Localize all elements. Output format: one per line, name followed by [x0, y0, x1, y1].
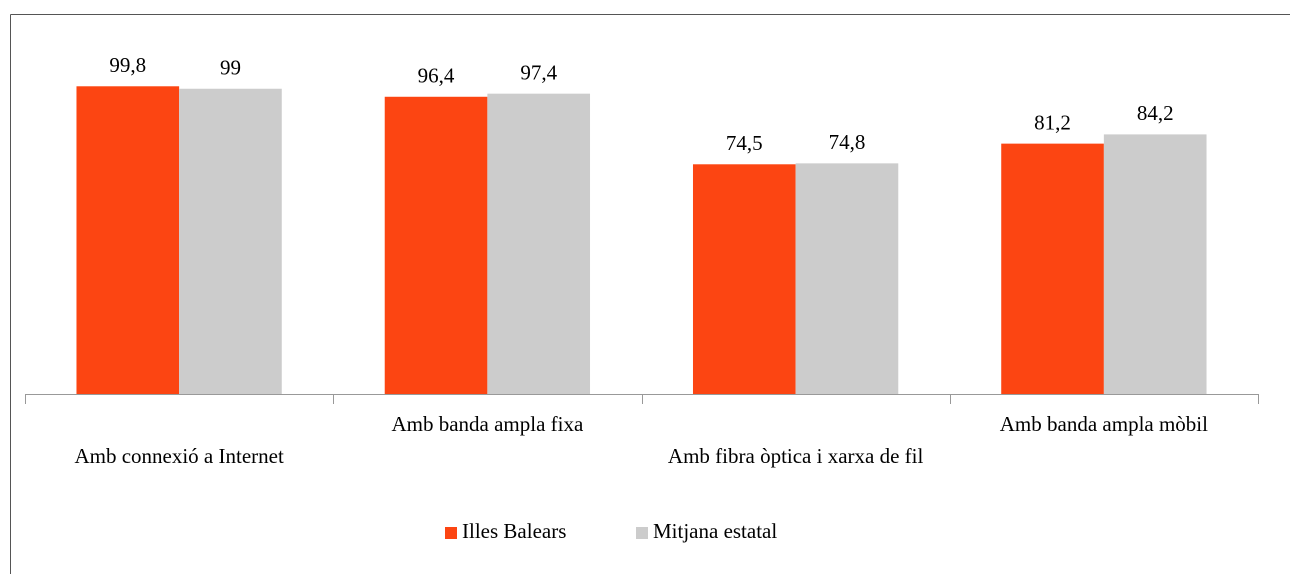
- data-label: 99: [220, 56, 241, 80]
- data-label: 74,8: [829, 130, 866, 154]
- data-label: 97,4: [520, 60, 557, 84]
- x-tick-label: Amb fibra òptica i xarxa de fil: [668, 444, 924, 468]
- x-tick-label: Amb banda ampla fixa: [391, 412, 584, 436]
- legend-swatch: [445, 527, 457, 539]
- bar: [1103, 134, 1207, 394]
- bar: [487, 93, 591, 394]
- bar: [179, 88, 282, 394]
- bar: [795, 163, 899, 394]
- data-label: 96,4: [418, 64, 455, 88]
- bar: [384, 96, 488, 395]
- bar: [1001, 143, 1104, 394]
- data-label: 74,5: [726, 131, 763, 155]
- legend-label: Mitjana estatal: [653, 519, 777, 543]
- data-label: 81,2: [1034, 110, 1071, 134]
- legend-swatch: [636, 527, 648, 539]
- x-tick-label: Amb banda ampla mòbil: [1000, 412, 1208, 436]
- data-label: 99,8: [109, 53, 146, 77]
- bar: [76, 86, 180, 395]
- legend-label: Illes Balears: [462, 519, 566, 543]
- data-label: 84,2: [1137, 101, 1174, 125]
- x-tick-label: Amb connexió a Internet: [74, 444, 284, 468]
- bar: [692, 164, 796, 394]
